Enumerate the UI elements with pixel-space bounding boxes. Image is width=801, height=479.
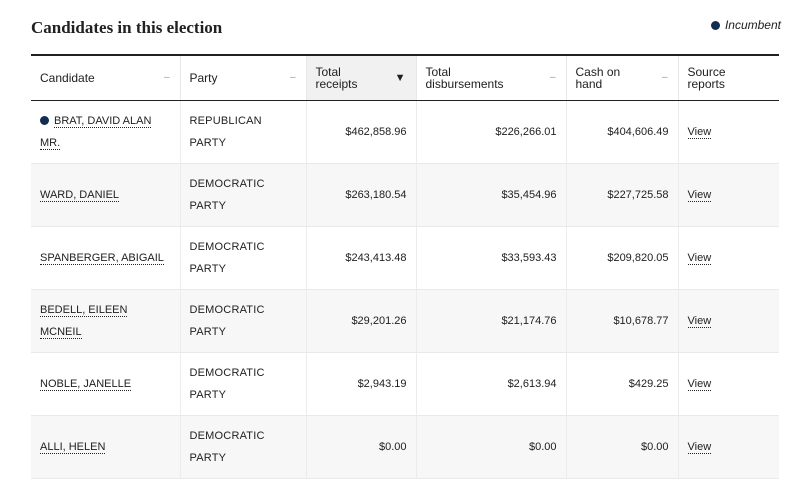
total-disbursements-cell: $2,613.94: [415, 352, 566, 416]
table-row: BRAT, DAVID ALAN MR. REPUBLICAN PARTY $46…: [31, 100, 779, 164]
total-disbursements-cell: $0.00: [415, 415, 566, 479]
party-cell: DEMOCRATIC PARTY: [179, 415, 306, 479]
cash-on-hand-cell: $0.00: [565, 415, 678, 479]
total-receipts-cell: $2,943.19: [305, 352, 416, 416]
source-reports-cell: View: [677, 352, 779, 416]
table-row: ALLI, HELEN DEMOCRATIC PARTY $0.00 $0.00 …: [31, 415, 779, 479]
cash-on-hand-cell: $10,678.77: [565, 289, 678, 353]
candidate-cell: BRAT, DAVID ALAN MR.: [31, 100, 180, 164]
total-receipts-cell: $462,858.96: [305, 100, 416, 164]
sort-icon[interactable]: –: [289, 72, 296, 83]
incumbent-dot-icon: [710, 20, 720, 30]
sort-descending-icon[interactable]: ▼: [394, 72, 406, 84]
table-row: NOBLE, JANELLE DEMOCRATIC PARTY $2,943.19…: [31, 352, 779, 416]
cash-on-hand-cell: $429.25: [565, 352, 678, 416]
candidates-table-container: Candidate – Party – Total receipts ▼ Tot…: [31, 54, 779, 479]
total-receipts-cell: $29,201.26: [305, 289, 416, 353]
source-reports-cell: View: [677, 289, 779, 353]
candidate-cell: NOBLE, JANELLE: [31, 352, 180, 416]
party-cell: DEMOCRATIC PARTY: [179, 163, 306, 227]
cash-on-hand-cell: $404,606.49: [565, 100, 678, 164]
table-row: SPANBERGER, ABIGAIL DEMOCRATIC PARTY $243…: [31, 226, 779, 290]
party-cell: DEMOCRATIC PARTY: [179, 226, 306, 290]
column-header-cash-on-hand[interactable]: Cash on hand –: [565, 54, 678, 101]
table-row: BEDELL, EILEEN MCNEIL DEMOCRATIC PARTY $29…: [31, 289, 779, 353]
view-reports-link[interactable]: View: [687, 441, 712, 454]
view-reports-link[interactable]: View: [687, 126, 712, 139]
cash-on-hand-cell: $209,820.05: [565, 226, 678, 290]
total-disbursements-cell: $226,266.01: [415, 100, 566, 164]
candidate-link[interactable]: WARD, DANIEL: [40, 189, 120, 202]
candidates-table: Candidate – Party – Total receipts ▼ Tot…: [31, 54, 779, 479]
sort-icon[interactable]: –: [549, 72, 556, 83]
candidate-link[interactable]: BEDELL, EILEEN: [40, 304, 128, 317]
sort-icon[interactable]: –: [661, 72, 668, 83]
candidate-link[interactable]: BRAT, DAVID ALAN MR.: [40, 115, 152, 150]
view-reports-link[interactable]: View: [687, 189, 712, 202]
source-reports-cell: View: [677, 415, 779, 479]
column-header-candidate[interactable]: Candidate –: [31, 54, 180, 101]
incumbent-legend: Incumbent: [710, 18, 781, 32]
candidate-link[interactable]: MCNEIL: [40, 326, 82, 339]
total-disbursements-cell: $35,454.96: [415, 163, 566, 227]
table-row: WARD, DANIEL DEMOCRATIC PARTY $263,180.54…: [31, 163, 779, 227]
view-reports-link[interactable]: View: [687, 252, 712, 265]
candidate-link[interactable]: SPANBERGER, ABIGAIL: [40, 252, 164, 265]
source-reports-cell: View: [677, 226, 779, 290]
total-disbursements-cell: $33,593.43: [415, 226, 566, 290]
table-header-row: Candidate – Party – Total receipts ▼ Tot…: [31, 54, 779, 101]
candidate-cell: SPANBERGER, ABIGAIL: [31, 226, 180, 290]
party-cell: DEMOCRATIC PARTY: [179, 289, 306, 353]
view-reports-link[interactable]: View: [687, 315, 712, 328]
party-cell: REPUBLICAN PARTY: [179, 100, 306, 164]
total-receipts-cell: $263,180.54: [305, 163, 416, 227]
candidate-link[interactable]: ALLI, HELEN: [40, 441, 106, 454]
candidate-link[interactable]: NOBLE, JANELLE: [40, 378, 132, 391]
candidate-cell: BEDELL, EILEEN MCNEIL: [31, 289, 180, 353]
sort-icon[interactable]: –: [163, 72, 170, 83]
total-receipts-cell: $0.00: [305, 415, 416, 479]
source-reports-cell: View: [677, 100, 779, 164]
view-reports-link[interactable]: View: [687, 378, 712, 391]
column-header-total-disbursements[interactable]: Total disbursements –: [415, 54, 566, 101]
column-header-party[interactable]: Party –: [179, 54, 306, 101]
total-disbursements-cell: $21,174.76: [415, 289, 566, 353]
party-cell: DEMOCRATIC PARTY: [179, 352, 306, 416]
incumbent-dot-icon: [40, 115, 49, 125]
candidate-cell: WARD, DANIEL: [31, 163, 180, 227]
column-header-total-receipts[interactable]: Total receipts ▼: [305, 54, 416, 101]
candidate-cell: ALLI, HELEN: [31, 415, 180, 479]
page-title: Candidates in this election: [31, 18, 223, 37]
total-receipts-cell: $243,413.48: [305, 226, 416, 290]
column-header-source-reports: Source reports: [677, 54, 779, 101]
cash-on-hand-cell: $227,725.58: [565, 163, 678, 227]
source-reports-cell: View: [677, 163, 779, 227]
legend-label: Incumbent: [724, 18, 781, 32]
